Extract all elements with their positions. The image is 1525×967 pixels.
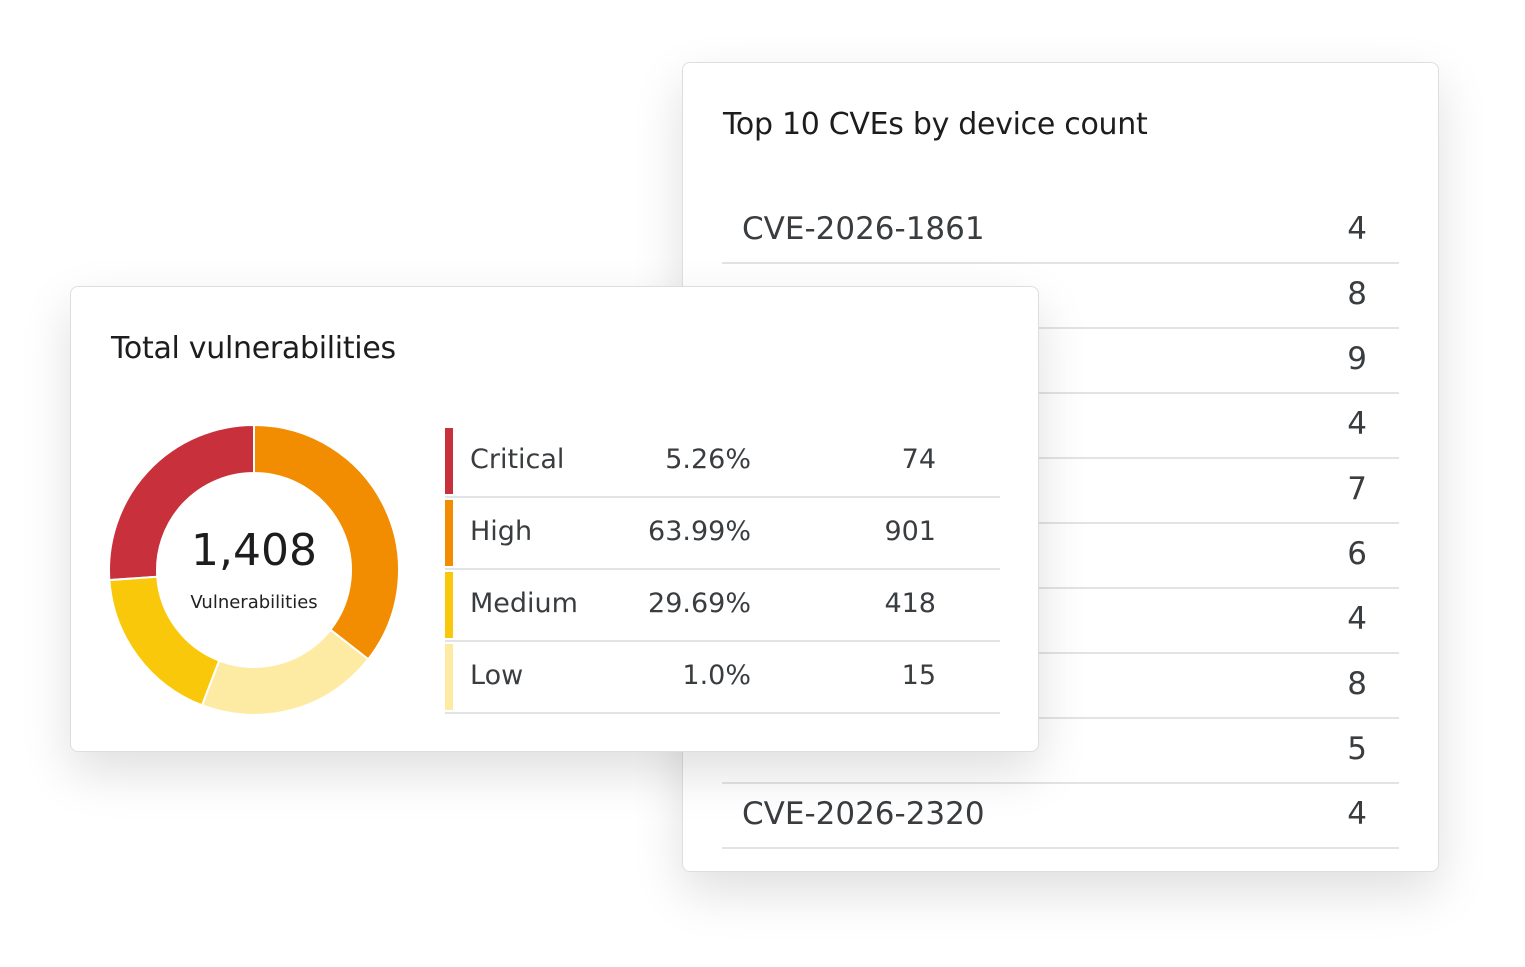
- severity-name: Critical: [470, 444, 565, 475]
- severity-percent: 1.0%: [682, 660, 751, 691]
- cve-device-count: 4: [1347, 601, 1367, 637]
- total-vulnerabilities-card: Total vulnerabilities 1,408 Vulnerabilit…: [70, 286, 1039, 752]
- cve-device-count: 8: [1347, 276, 1367, 312]
- cve-row[interactable]: CVE-2026-2320 4: [722, 784, 1399, 849]
- cve-id: CVE-2026-2320: [742, 796, 985, 832]
- severity-count: 418: [884, 588, 936, 619]
- donut-slice-medium[interactable]: [108, 575, 221, 707]
- donut-slice-low[interactable]: [200, 628, 370, 716]
- vulnerability-donut-chart: [108, 423, 400, 716]
- severity-name: Medium: [470, 588, 578, 619]
- severity-count: 901: [884, 516, 936, 547]
- cve-device-count: 4: [1347, 211, 1367, 247]
- cve-row[interactable]: 8: [722, 654, 1399, 719]
- severity-percent: 5.26%: [665, 444, 751, 475]
- severity-legend: Critical 5.26% 74 High 63.99% 901 Medium 29.69%…: [445, 426, 1000, 714]
- severity-name: Low: [470, 660, 524, 691]
- severity-row-high: High 63.99% 901: [445, 498, 1000, 570]
- severity-percent: 63.99%: [648, 516, 751, 547]
- cve-row[interactable]: 6: [722, 524, 1399, 589]
- cve-device-count: 8: [1347, 666, 1367, 702]
- cve-row[interactable]: 4: [722, 589, 1399, 654]
- severity-swatch: [445, 572, 453, 638]
- cve-row[interactable]: 4: [722, 394, 1399, 459]
- top-cves-title: Top 10 CVEs by device count: [723, 107, 1148, 142]
- severity-row-low: Low 1.0% 15: [445, 642, 1000, 714]
- cve-device-count: 9: [1347, 341, 1367, 377]
- cve-row[interactable]: 7: [722, 459, 1399, 524]
- cve-device-count: 7: [1347, 471, 1367, 507]
- severity-percent: 29.69%: [648, 588, 751, 619]
- severity-swatch: [445, 428, 453, 494]
- cve-row[interactable]: CVE-2026-1861 4: [722, 199, 1399, 264]
- severity-row-medium: Medium 29.69% 418: [445, 570, 1000, 642]
- total-count-label: Vulnerabilities: [190, 592, 318, 613]
- cve-device-count: 5: [1347, 731, 1367, 767]
- cve-row[interactable]: 9: [722, 329, 1399, 394]
- cve-device-count: 6: [1347, 536, 1367, 572]
- severity-name: High: [470, 516, 533, 547]
- severity-count: 15: [901, 660, 936, 691]
- severity-swatch: [445, 500, 453, 566]
- severity-swatch: [445, 644, 453, 710]
- cve-device-count: 4: [1347, 406, 1367, 442]
- cve-device-count: 4: [1347, 796, 1367, 832]
- cve-list: CVE-2026-1861 4 8 9 4 7 6 4 8 5 CVE-2026-2320 4: [722, 199, 1399, 849]
- severity-count: 74: [901, 444, 936, 475]
- total-vulnerabilities-title: Total vulnerabilities: [111, 331, 396, 366]
- donut-slice-high[interactable]: [253, 423, 400, 661]
- total-count: 1,408: [191, 525, 317, 576]
- cve-row[interactable]: 8: [722, 264, 1399, 329]
- severity-row-critical: Critical 5.26% 74: [445, 426, 1000, 498]
- cve-id: CVE-2026-1861: [742, 211, 985, 247]
- cve-row[interactable]: 5: [722, 719, 1399, 784]
